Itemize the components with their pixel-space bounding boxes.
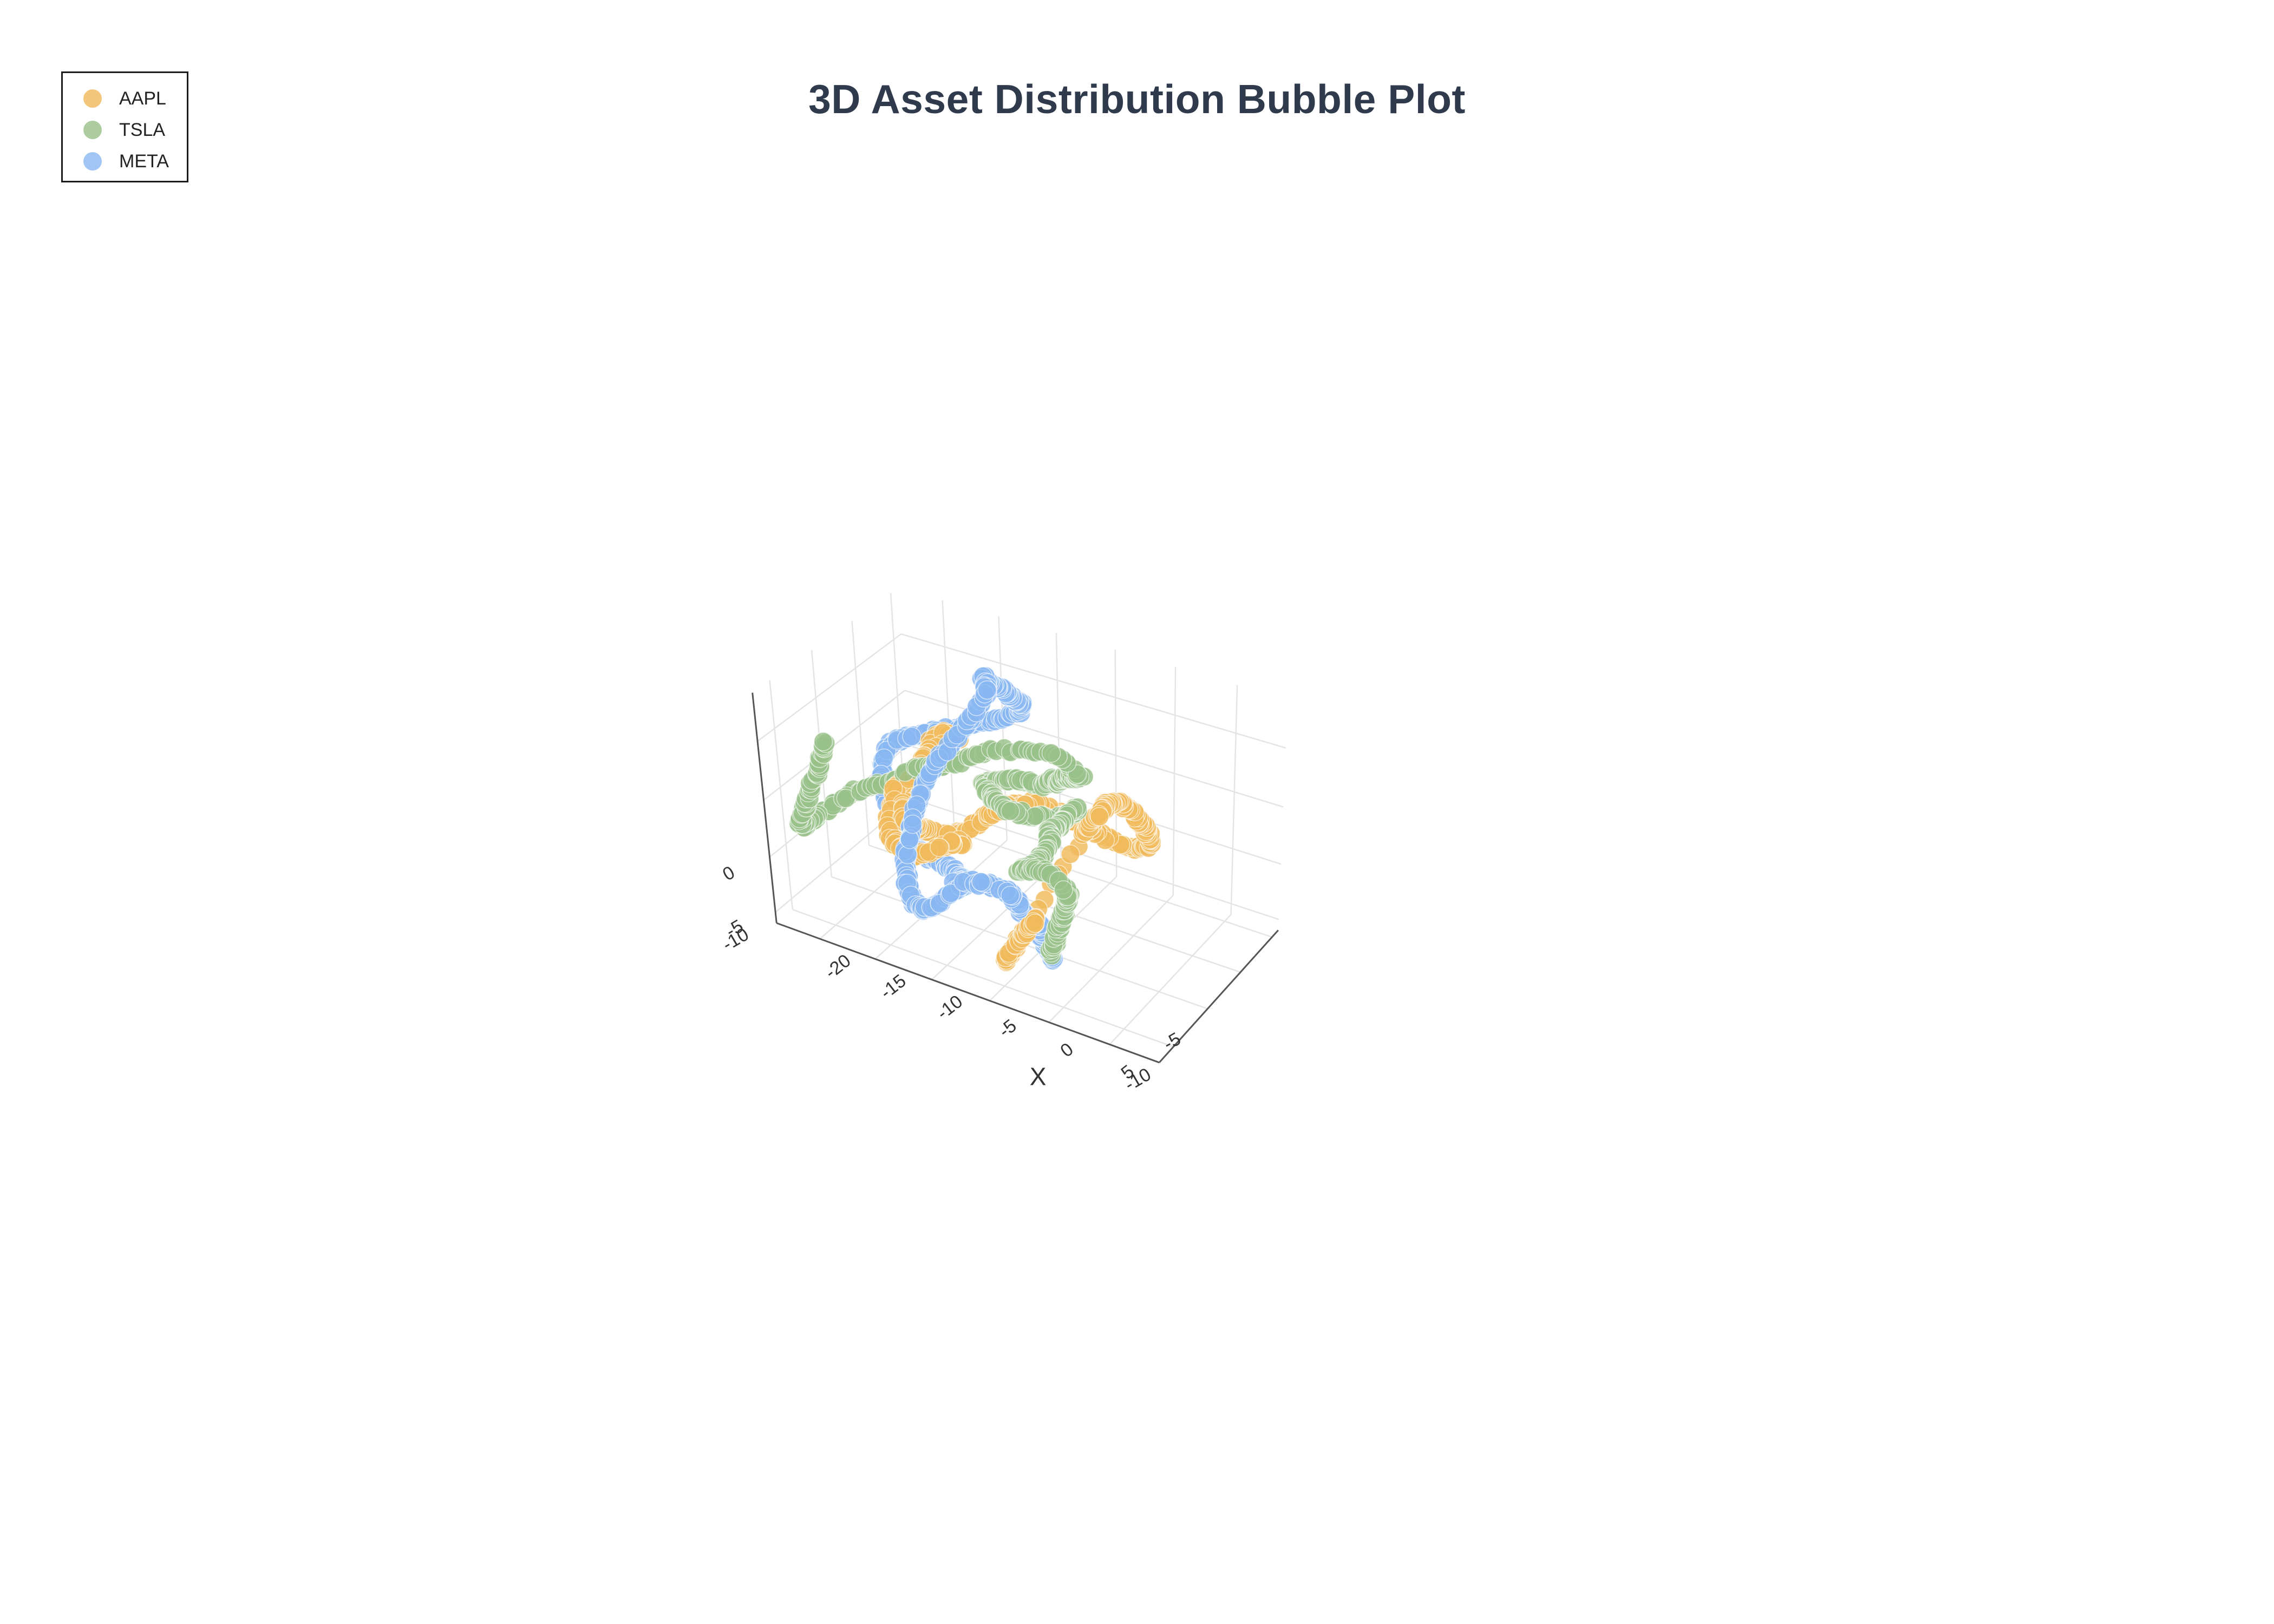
point-meta[interactable] (902, 726, 922, 746)
y-tick-label: -5 (1160, 1029, 1184, 1055)
point-tsla[interactable] (1054, 880, 1073, 900)
point-aapl[interactable] (1090, 807, 1109, 827)
legend-marker-meta (83, 152, 102, 171)
point-aapl[interactable] (1061, 844, 1080, 864)
x-tick-label: -10 (933, 991, 966, 1024)
point-tsla[interactable] (813, 732, 833, 751)
x-tick-label: -15 (877, 971, 910, 1003)
x-axis-line (776, 922, 1160, 1064)
data-marks (788, 666, 1162, 972)
gridline-z-wall (757, 633, 902, 742)
point-tsla[interactable] (1041, 743, 1061, 763)
legend-label-aapl: AAPL (119, 88, 166, 109)
z-tick-label: 0 (719, 862, 738, 885)
point-meta[interactable] (903, 814, 923, 834)
legend-item-aapl[interactable]: AAPL (63, 83, 187, 114)
axis-grid (752, 593, 1286, 1064)
gridline-y-wall (769, 680, 794, 910)
point-aapl[interactable] (1025, 913, 1045, 933)
gridline-x-wall (942, 600, 955, 823)
gridline-y-floor (792, 909, 1174, 1047)
point-meta[interactable] (874, 748, 894, 768)
gridline-x-wall (1230, 685, 1238, 915)
point-tsla[interactable] (1001, 801, 1020, 821)
chart-title: 3D Asset Distribution Bubble Plot (808, 76, 1466, 122)
legend[interactable]: AAPL TSLA META (61, 71, 188, 182)
legend-item-tsla[interactable]: TSLA (63, 114, 187, 146)
legend-label-tsla: TSLA (119, 119, 166, 140)
legend-marker-aapl (83, 89, 102, 108)
gridline-x-floor (1109, 914, 1232, 1045)
gridline-x-floor (1048, 895, 1174, 1023)
x-tick-label: -5 (995, 1016, 1021, 1042)
point-aapl[interactable] (930, 837, 949, 857)
x-tick-label: 0 (1056, 1039, 1077, 1062)
point-meta[interactable] (941, 883, 960, 903)
x-axis-title: X (1030, 1063, 1047, 1091)
point-meta[interactable] (971, 872, 991, 892)
legend-marker-tsla (83, 121, 102, 139)
z-axis-line (752, 692, 777, 924)
point-meta[interactable] (977, 680, 997, 700)
point-meta[interactable] (1001, 886, 1020, 905)
gridline-z-backwall (901, 633, 1286, 749)
z-tick-label: -10 (719, 924, 753, 955)
gridline-x-wall (1172, 667, 1177, 896)
legend-label-meta: META (119, 150, 169, 172)
gridline-y-wall (851, 620, 870, 846)
legend-item-meta[interactable]: META (63, 146, 187, 177)
x-tick-label: -20 (821, 951, 855, 983)
y-axis-line (1159, 929, 1279, 1063)
